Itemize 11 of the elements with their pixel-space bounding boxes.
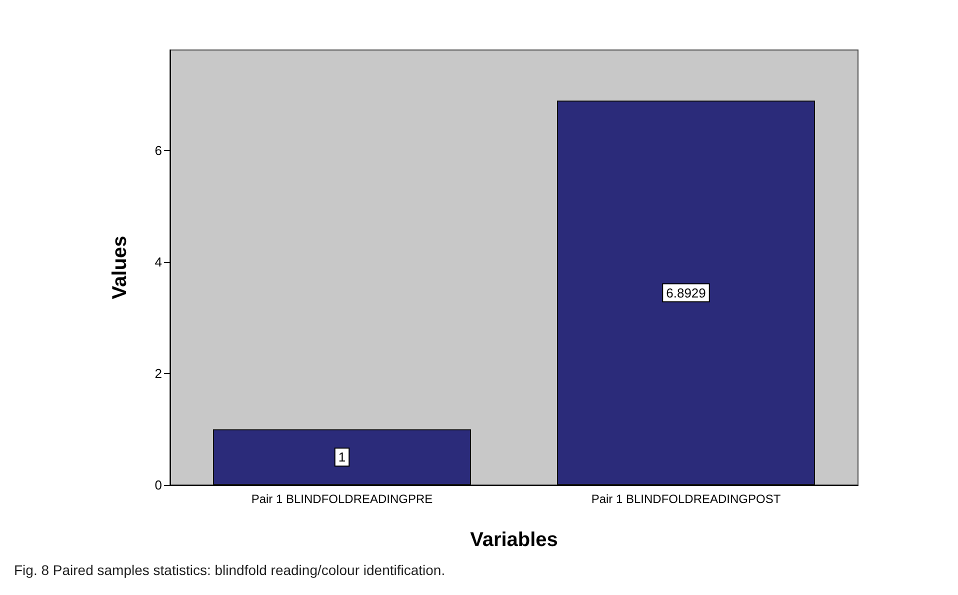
- y-tick-label: 0: [154, 478, 162, 492]
- y-tick-label: 4: [154, 254, 162, 270]
- data-label: 6.8929: [666, 285, 706, 300]
- caption: Fig. 8 Paired samples statistics: blindfold reading/colour identification.: [14, 562, 446, 578]
- y-tick-label: 6: [154, 142, 162, 158]
- y-tick-label: 2: [154, 366, 162, 381]
- y-axis-title: Values: [109, 236, 131, 300]
- x-axis-title: Variables: [470, 529, 558, 551]
- data-label: 1: [338, 450, 346, 465]
- x-tick-label: Pair 1 BLINDFOLDREADINGPRE: [251, 492, 433, 506]
- x-tick-label: Pair 1 BLINDFOLDREADINGPOST: [591, 492, 782, 506]
